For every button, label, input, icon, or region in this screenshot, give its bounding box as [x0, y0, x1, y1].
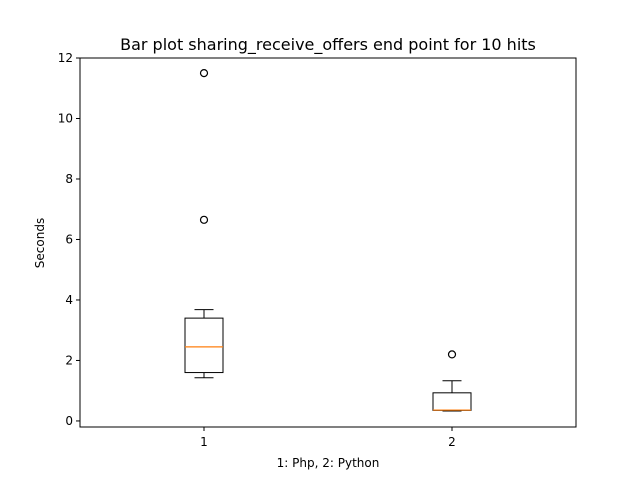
y-tick-label: 10 [58, 111, 73, 125]
x-tick-label: 1 [200, 435, 208, 449]
box-iqr [432, 392, 472, 411]
y-tick-label: 0 [65, 414, 73, 428]
outlier-point [447, 350, 457, 359]
outlier-point [199, 215, 209, 224]
box-iqr [184, 317, 224, 374]
y-tick-label: 4 [65, 293, 73, 307]
y-axis: 0 2 4 6 8 10 12 [58, 51, 80, 428]
box-group [184, 69, 472, 412]
y-tick-label: 8 [65, 172, 73, 186]
x-axis-label: 1: Php, 2: Python [277, 456, 380, 470]
y-tick-label: 2 [65, 353, 73, 367]
x-tick-label: 2 [448, 435, 456, 449]
outlier-point [199, 69, 209, 78]
plot-area [79, 57, 577, 428]
y-tick-label: 6 [65, 232, 73, 246]
y-axis-label: Seconds [33, 218, 47, 268]
y-tick-label: 12 [58, 51, 73, 65]
chart-title: Bar plot sharing_receive_offers end poin… [120, 35, 536, 55]
